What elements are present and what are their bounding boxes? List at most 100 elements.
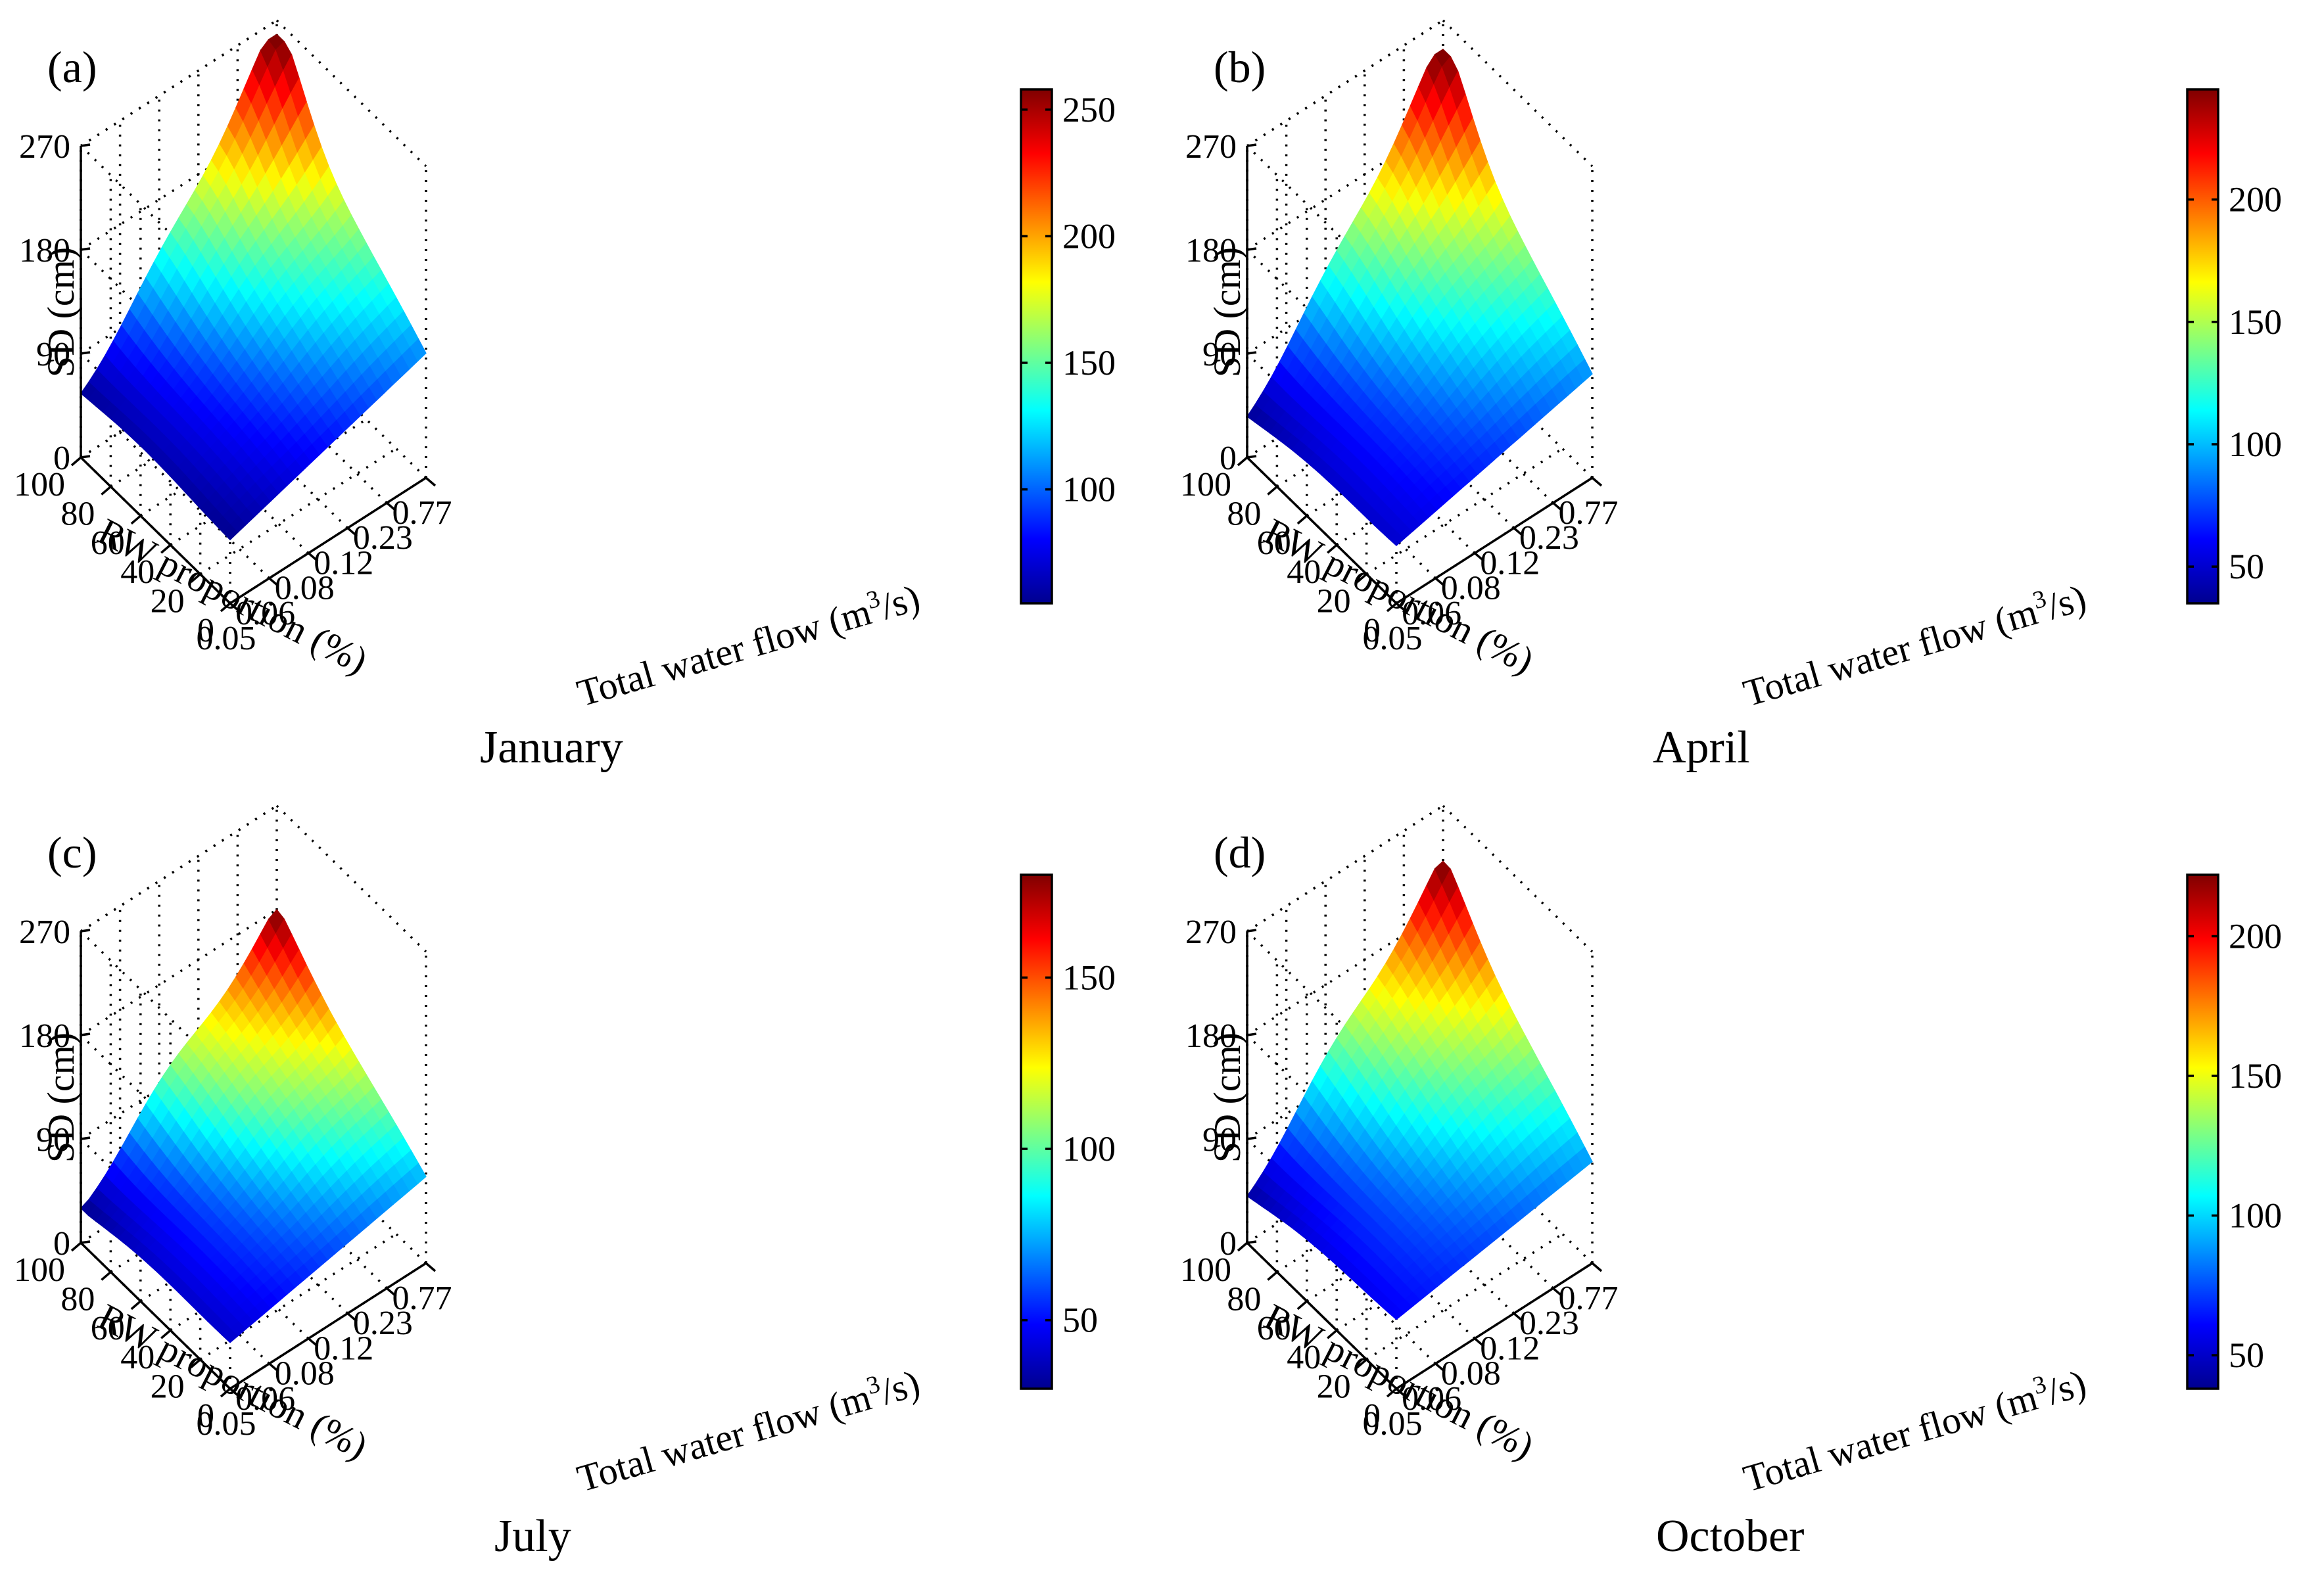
colorbar-tick-label: 150 [1062, 343, 1116, 383]
z-tick-label: 180 [1185, 1017, 1237, 1055]
colorbar-tick-label: 150 [2229, 1056, 2282, 1096]
x-tick-mark [1591, 1262, 1603, 1272]
colorbar-tick-label: 200 [2229, 180, 2282, 220]
colorbar-tick-label: 150 [2229, 302, 2282, 342]
colorbar-tick-label: 200 [2229, 917, 2282, 956]
surface-plot: 0 90 180 270 1008060402000.050.060.080.120.2… [14, 19, 1116, 657]
colorbar: 50 100 150 200 [2186, 88, 2282, 605]
y-tick-label: 100 [1180, 1251, 1231, 1289]
surface-plot: 0901802701008060402000.050.060.080.120.2… [1180, 804, 2282, 1443]
x-tick-label: 0.12 [314, 544, 373, 582]
z-tick-label: 270 [19, 128, 70, 166]
y-tick-mark [220, 602, 231, 613]
gridline [275, 804, 427, 953]
x-tick-label: 0.08 [1441, 1355, 1501, 1393]
x-tick-mark [1435, 1362, 1446, 1373]
z-ticks: 0 90 180 270 [1185, 128, 1257, 477]
x-tick-label: 0.06 [235, 1380, 295, 1418]
z-ticks: 0 90 180 270 [19, 914, 91, 1263]
z-tick-label: 0 [1220, 440, 1237, 477]
y-tick-mark [1386, 602, 1398, 613]
panel-label: (a) [47, 42, 97, 92]
z-tick-label: 90 [36, 1121, 70, 1159]
y-tick-label: 40 [120, 553, 154, 591]
colorbar-tick-label: 100 [2229, 1196, 2282, 1236]
y-tick-mark [130, 1300, 141, 1311]
y-tick-label: 80 [60, 495, 95, 532]
y-tick-label: 100 [1180, 466, 1231, 503]
x-tick-mark [346, 527, 358, 537]
x-tick-mark [1552, 1287, 1563, 1297]
x-tick-mark [1474, 1337, 1485, 1347]
colorbar-frame [1020, 88, 1053, 605]
y-tick-mark [160, 1329, 172, 1339]
y-tick-label: 80 [60, 1280, 95, 1318]
panel-a: (a) January 0901802701008060402000.050.0… [14, 19, 1116, 773]
colorbar-tick-label: 50 [1062, 1301, 1098, 1340]
z-tick-label: 0 [1220, 1225, 1237, 1263]
axes [1246, 146, 1593, 605]
x-tick-mark [346, 1312, 358, 1322]
x-tick-label: 0.06 [235, 595, 295, 632]
z-tick-mark [1246, 351, 1257, 355]
x-ticks: 0.050.060.080.120.230.77 [197, 476, 452, 657]
x-tick-mark [1591, 476, 1603, 487]
x-tick-label: 0.05 [1363, 620, 1423, 657]
panel-d: (d) October 0901802701008060402000.050.0… [1180, 804, 2282, 1562]
x-tick-label: 0.23 [1519, 1305, 1579, 1342]
x-tick-label: 0.23 [353, 519, 413, 557]
panel-label: (c) [47, 827, 97, 877]
colorbar-tick-label: 250 [1062, 90, 1116, 129]
z-tick-mark [80, 351, 91, 355]
z-tick-mark [1246, 455, 1257, 459]
colorbar-tick-label: 150 [1062, 958, 1116, 997]
z-tick-label: 270 [19, 914, 70, 951]
colorbar-gradient [1021, 875, 1052, 1389]
z-tick-mark [80, 247, 91, 251]
month-label: October [1656, 1511, 1804, 1562]
z-tick-label: 180 [19, 232, 70, 269]
colorbar-tick-label: 100 [1062, 470, 1116, 509]
z-tick-mark [1246, 247, 1257, 251]
x-tick-mark [1474, 552, 1485, 562]
y-tick-label: 60 [1257, 524, 1291, 562]
colorbar-tick-label: 100 [1062, 1129, 1116, 1169]
x-tick-mark [425, 476, 437, 487]
y-axis-line [80, 456, 231, 605]
colorbar-frame [2186, 873, 2219, 1390]
y-axis-line [1246, 1242, 1398, 1390]
y-tick-mark [70, 456, 82, 467]
z-tick-mark [80, 1136, 91, 1140]
z-tick-label: 90 [36, 336, 70, 373]
z-axis-label: SD (cm) [1206, 1033, 1248, 1163]
panel-b: (b) April 0901802701008060402000.050.060… [1180, 19, 2282, 773]
axes [1246, 931, 1593, 1390]
z-tick-label: 0 [53, 440, 70, 477]
surface-plot: 0901802701008060402000.050.060.080.120.2… [14, 804, 1116, 1443]
surface [1246, 49, 1593, 547]
x-tick-mark [268, 1362, 279, 1373]
panel-label: (b) [1214, 42, 1266, 92]
y-tick-mark [220, 1387, 231, 1398]
x-tick-mark [1435, 577, 1446, 588]
y-tick-mark [1327, 544, 1338, 554]
x-tick-mark [1513, 1312, 1524, 1322]
y-tick-label: 0 [1364, 1397, 1381, 1435]
colorbar-tick-label: 100 [2229, 425, 2282, 464]
x-tick-label: 0.08 [1441, 570, 1501, 607]
x-axis-line [1396, 476, 1593, 605]
y-tick-mark [1356, 1358, 1367, 1368]
colorbar: 100 150 200 250 [1020, 88, 1116, 605]
z-tick-mark [1246, 1033, 1257, 1036]
surface [1246, 860, 1593, 1320]
colorbar: 50 100 150 [1020, 873, 1116, 1390]
y-tick-mark [130, 515, 141, 525]
y-tick-label: 80 [1227, 495, 1261, 532]
x-ticks: 0.050.060.080.120.230.77 [1363, 476, 1619, 657]
y-tick-mark [101, 486, 112, 496]
y-tick-mark [70, 1242, 82, 1252]
z-tick-mark [1246, 1136, 1257, 1140]
